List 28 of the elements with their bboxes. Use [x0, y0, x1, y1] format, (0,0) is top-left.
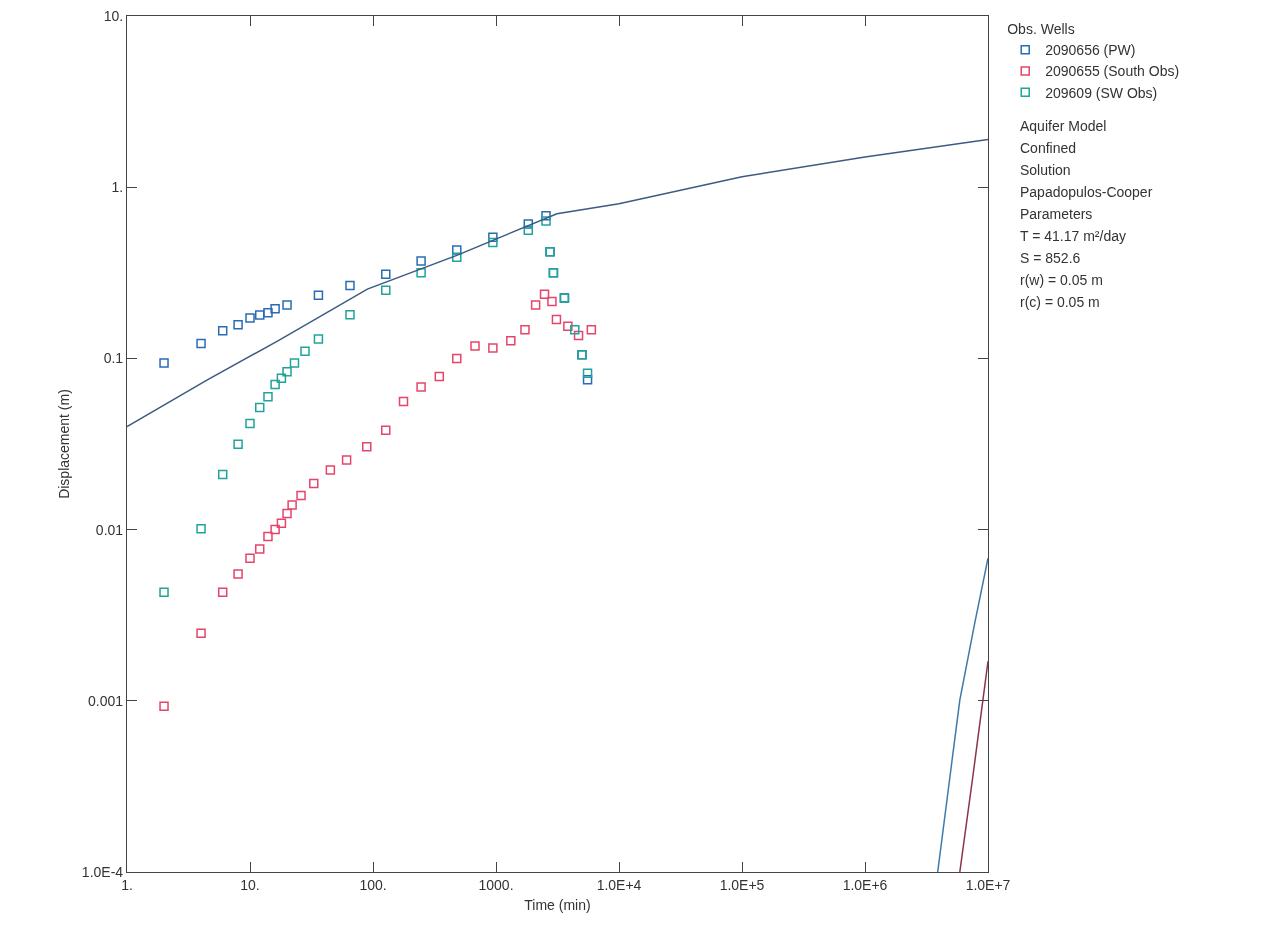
y-tick-label: 0.01 [95, 521, 124, 538]
text: T = 41.17 m²/day [1020, 228, 1126, 244]
text: Solution [1020, 162, 1071, 178]
x-axis-title: Time (min) [524, 897, 591, 914]
text: Aquifer Model [1020, 118, 1107, 134]
y-axis-title: Displacement (m) [56, 389, 73, 499]
x-tick-label: 1.0E+4 [596, 876, 642, 893]
x-tick-label: 1.0E+6 [842, 876, 888, 893]
legend-label: 209609 (SW Obs) [1045, 84, 1158, 101]
text: r(c) = 0.05 m [1020, 294, 1100, 310]
text: r(w) = 0.05 m [1020, 272, 1103, 288]
legend-label: 2090655 (South Obs) [1045, 63, 1180, 80]
x-tick-label: 1.0E+7 [965, 876, 1011, 893]
text: Parameters [1020, 206, 1093, 222]
y-tick-label: 1.0E-4 [81, 863, 124, 880]
text: Confined [1020, 140, 1077, 156]
y-tick-label: 0.001 [88, 692, 124, 709]
y-tick-label: 1. [111, 179, 124, 196]
x-tick-label: 10. [240, 876, 260, 893]
x-tick-label: 1.0E+5 [719, 876, 765, 893]
x-tick-label: 1000. [478, 876, 514, 893]
text: Papadopulos-Cooper [1020, 184, 1153, 200]
legend-label: 2090656 (PW) [1045, 42, 1136, 59]
legend-title: Obs. Wells [1007, 21, 1075, 38]
x-tick-label: 100. [359, 876, 387, 893]
y-tick-label: 0.1 [103, 350, 124, 367]
text: S = 852.6 [1020, 250, 1081, 266]
y-tick-label: 10. [103, 7, 124, 24]
